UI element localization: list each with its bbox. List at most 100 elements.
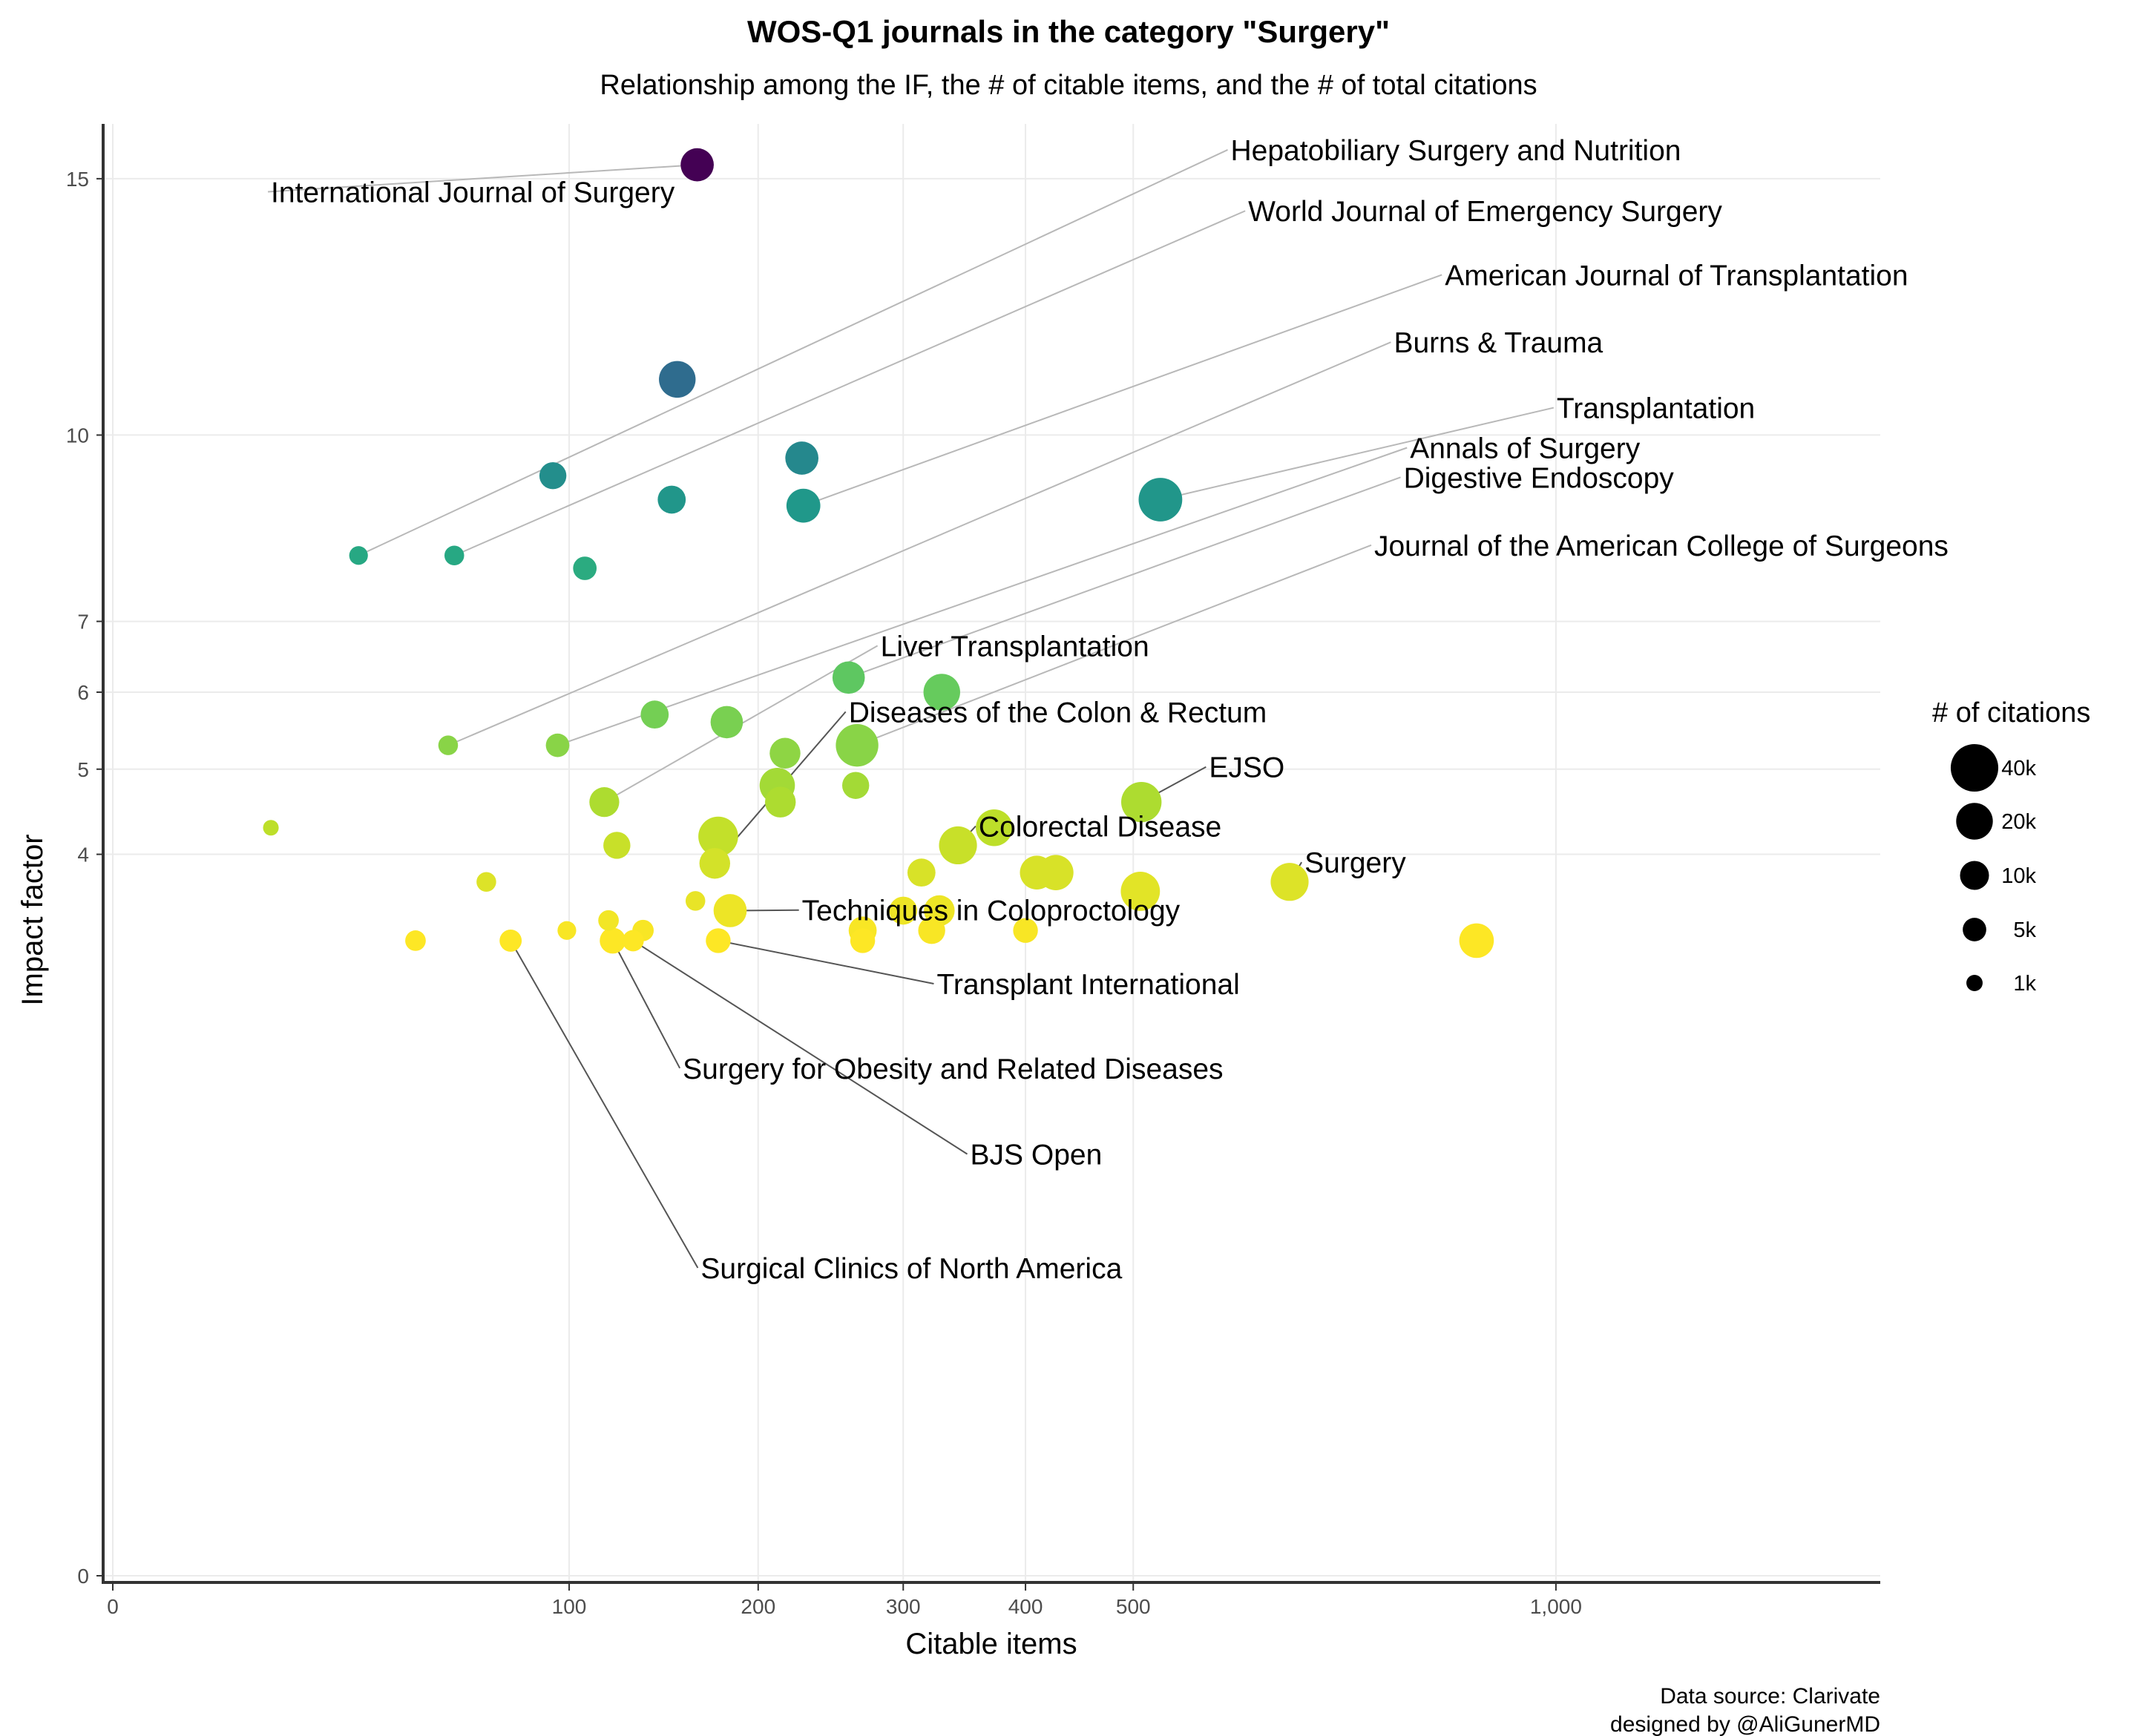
data-point bbox=[600, 927, 626, 954]
legend-label: 10k bbox=[2001, 864, 2036, 888]
legend-key bbox=[1956, 803, 1993, 840]
y-tick-label: 4 bbox=[77, 844, 89, 867]
data-point bbox=[476, 872, 496, 892]
data-point bbox=[1121, 781, 1162, 823]
data-point bbox=[349, 546, 368, 565]
data-point bbox=[685, 891, 706, 911]
data-point bbox=[1459, 923, 1494, 959]
y-tick-label: 6 bbox=[77, 681, 89, 704]
label-connector bbox=[848, 476, 1401, 679]
data-point bbox=[1270, 863, 1309, 901]
point-label: International Journal of Surgery bbox=[271, 177, 675, 209]
data-point bbox=[850, 928, 876, 953]
data-point bbox=[785, 441, 819, 475]
size-legend: # of citations 40k 20k 10k 5k 1k bbox=[1932, 697, 2090, 996]
data-point bbox=[573, 556, 597, 580]
data-point bbox=[680, 148, 714, 182]
label-connector bbox=[510, 940, 699, 1269]
grid-lines bbox=[103, 124, 1880, 1582]
x-tick-label: 1,000 bbox=[1530, 1595, 1582, 1618]
data-point bbox=[603, 832, 631, 859]
point-label: Digestive Endoscopy bbox=[1404, 462, 1675, 494]
point-label: Diseases of the Colon & Rectum bbox=[849, 697, 1267, 729]
x-tick-label: 100 bbox=[552, 1595, 587, 1618]
label-connector bbox=[557, 447, 1408, 746]
y-tick-label: 15 bbox=[66, 168, 89, 191]
label-connector bbox=[632, 940, 968, 1155]
point-label: Techniques in Coloproctology bbox=[802, 895, 1181, 927]
data-point bbox=[713, 894, 747, 927]
data-point bbox=[1020, 855, 1054, 890]
label-connector bbox=[856, 544, 1372, 746]
data-point bbox=[499, 930, 522, 952]
data-point bbox=[923, 674, 960, 711]
point-label: Colorectal Disease bbox=[979, 812, 1221, 844]
point-label: EJSO bbox=[1209, 752, 1284, 784]
label-connector bbox=[358, 149, 1228, 556]
legend-label: 1k bbox=[2013, 972, 2036, 996]
legend-key bbox=[1960, 861, 1989, 890]
data-point bbox=[710, 706, 743, 739]
data-point bbox=[1013, 918, 1038, 943]
legend-title: # of citations bbox=[1932, 697, 2090, 729]
y-tick-label: 7 bbox=[77, 611, 89, 634]
x-axis-title: Citable items bbox=[905, 1628, 1077, 1660]
data-point bbox=[699, 848, 730, 879]
x-tick-label: 200 bbox=[741, 1595, 775, 1618]
data-point bbox=[557, 921, 577, 940]
data-point bbox=[769, 737, 801, 769]
caption-source: Data source: Clarivate bbox=[1660, 1684, 1880, 1709]
point-label: World Journal of Emergency Surgery bbox=[1248, 196, 1722, 228]
label-connector bbox=[718, 939, 934, 984]
data-point bbox=[1138, 478, 1183, 522]
y-tick-label: 10 bbox=[66, 424, 89, 447]
point-label: Transplant International bbox=[936, 969, 1239, 1001]
caption-designer: designed by @AliGunerMD bbox=[1610, 1712, 1880, 1736]
x-tick-label: 500 bbox=[1116, 1595, 1151, 1618]
axis-ticks: 0 100 200 300 400 500 1,000 0 4 5 6 7 10 15 bbox=[66, 168, 1582, 1618]
legend-key bbox=[1950, 743, 1999, 792]
point-label: Journal of the American College of Surge… bbox=[1374, 530, 1949, 562]
y-tick-label: 0 bbox=[77, 1565, 89, 1588]
data-point bbox=[405, 930, 426, 951]
legend-label: 20k bbox=[2001, 810, 2036, 834]
chart-subtitle: Relationship among the IF, the # of cita… bbox=[600, 70, 1537, 101]
point-label: Surgery for Obesity and Related Diseases bbox=[683, 1053, 1223, 1085]
point-label: Burns & Trauma bbox=[1394, 327, 1603, 359]
y-tick-label: 5 bbox=[77, 758, 89, 781]
label-connector bbox=[1160, 407, 1555, 501]
point-label: Annals of Surgery bbox=[1410, 433, 1641, 465]
x-tick-label: 300 bbox=[886, 1595, 921, 1618]
y-axis-title: Impact factor bbox=[16, 834, 49, 1005]
data-point bbox=[659, 361, 696, 398]
legend-label: 5k bbox=[2013, 918, 2036, 942]
label-connector bbox=[267, 164, 697, 193]
data-point bbox=[598, 910, 619, 931]
data-point bbox=[263, 820, 279, 836]
data-point bbox=[438, 735, 459, 755]
legend-label: 40k bbox=[2001, 757, 2036, 780]
data-point bbox=[786, 488, 821, 523]
x-tick-label: 400 bbox=[1008, 1595, 1043, 1618]
label-connector bbox=[611, 940, 681, 1069]
data-point bbox=[589, 787, 620, 818]
point-label: Liver Transplantation bbox=[881, 631, 1149, 662]
data-point bbox=[918, 917, 945, 944]
data-point bbox=[907, 858, 936, 887]
data-points bbox=[263, 148, 1494, 959]
data-point bbox=[640, 700, 669, 729]
data-point bbox=[545, 733, 570, 757]
label-connector bbox=[453, 210, 1246, 556]
data-point bbox=[836, 723, 879, 767]
point-label: American Journal of Transplantation bbox=[1445, 260, 1908, 292]
data-point bbox=[889, 896, 918, 925]
legend-key bbox=[1963, 918, 1986, 941]
data-point bbox=[764, 786, 796, 818]
data-point bbox=[939, 826, 977, 865]
label-connector bbox=[447, 341, 1391, 746]
data-point bbox=[444, 545, 465, 566]
data-point bbox=[657, 485, 686, 514]
data-point bbox=[698, 816, 738, 857]
data-point bbox=[622, 930, 644, 952]
